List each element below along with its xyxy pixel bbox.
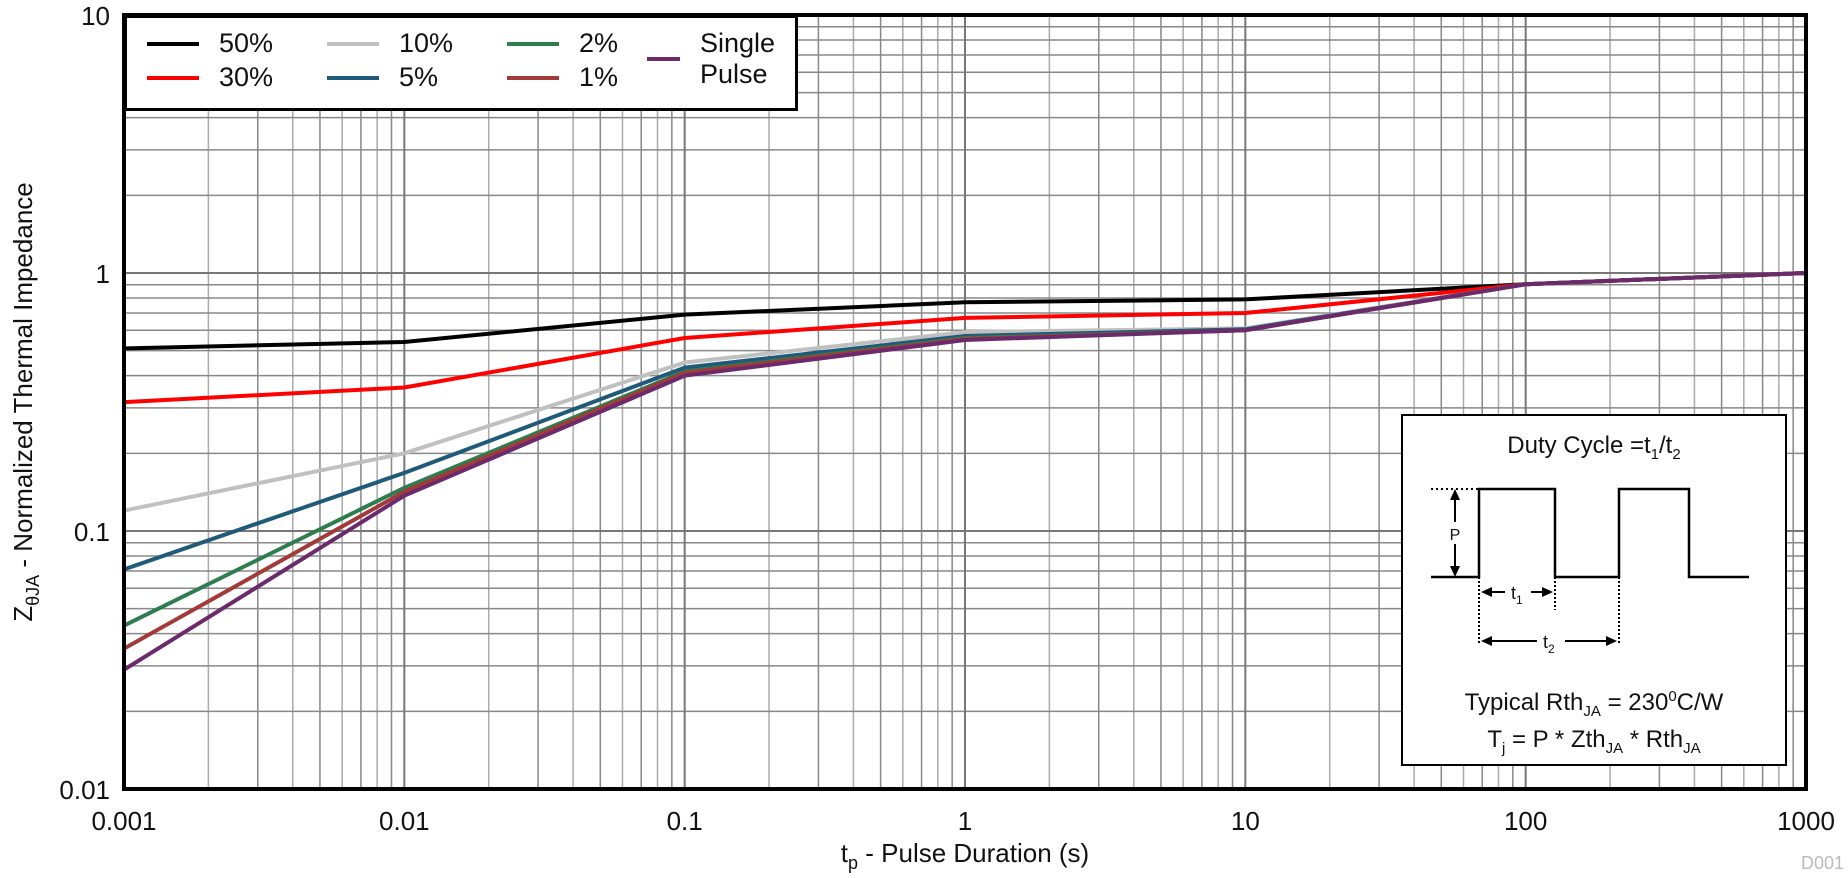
legend-label: 1% xyxy=(579,62,619,92)
typical-rth-text: Typical RthJA = 2300C/W xyxy=(1464,688,1724,720)
legend-item-5: 5% xyxy=(327,62,438,93)
legend-item-10: 10% xyxy=(327,28,453,59)
svg-text:P: P xyxy=(1450,527,1461,544)
plot-frame xyxy=(122,13,1808,791)
x-tick-label: 100 xyxy=(1504,806,1547,836)
x-tick-label: 1 xyxy=(958,806,972,836)
series-line-single-pulse xyxy=(122,271,1807,672)
legend-swatch xyxy=(327,41,379,46)
legend-swatch xyxy=(147,75,199,80)
tj-formula-text: Tj = P * ZthJA * RthJA xyxy=(1487,726,1701,757)
legend-label: 5% xyxy=(399,62,439,92)
legend: 50% 30% 10% 5% 2% 1% Single Pulse xyxy=(124,15,798,111)
y-axis-label: ZθJA - Normalized Thermal Impedance xyxy=(8,182,43,622)
x-axis-label: tp - Pulse Duration (s) xyxy=(841,838,1089,873)
y-tick-label: 0.1 xyxy=(74,517,110,547)
pulse-waveform-diagram: P t1 t2 xyxy=(1431,487,1749,656)
y-tick-label: 0.01 xyxy=(59,775,110,805)
legend-label: 50% xyxy=(219,28,274,58)
svg-text:t1: t1 xyxy=(1511,583,1523,607)
legend-label: 30% xyxy=(219,62,274,92)
y-tick-label: 10 xyxy=(81,1,110,31)
legend-swatch xyxy=(647,57,680,61)
x-tick-label: 0.01 xyxy=(379,806,430,836)
x-tick-label: 10 xyxy=(1231,806,1260,836)
legend-item-30: 30% xyxy=(147,62,273,93)
data-series xyxy=(122,271,1807,672)
svg-text:t2: t2 xyxy=(1543,632,1555,656)
legend-item-1: 1% xyxy=(507,62,618,93)
legend-item-single-pulse: Single Pulse xyxy=(647,28,795,90)
x-tick-label: 1000 xyxy=(1777,806,1835,836)
legend-swatch xyxy=(507,75,559,80)
legend-label: 10% xyxy=(399,28,454,58)
legend-swatch xyxy=(147,41,199,46)
duty-cycle-inset: Duty Cycle =t1/t2 P t1 t2 Typical RthJA … xyxy=(1401,414,1787,766)
figure-id: D001 xyxy=(1800,853,1844,873)
x-tick-label: 0.001 xyxy=(91,806,156,836)
legend-label: Single Pulse xyxy=(699,28,775,89)
legend-label: 2% xyxy=(579,28,619,58)
y-tick-label: 1 xyxy=(96,259,110,289)
legend-swatch xyxy=(507,41,559,46)
legend-item-2: 2% xyxy=(507,28,618,59)
inset-title: Duty Cycle =t1/t2 xyxy=(1507,432,1681,463)
legend-swatch xyxy=(327,75,379,80)
x-tick-label: 0.1 xyxy=(667,806,703,836)
legend-item-50: 50% xyxy=(147,28,273,59)
